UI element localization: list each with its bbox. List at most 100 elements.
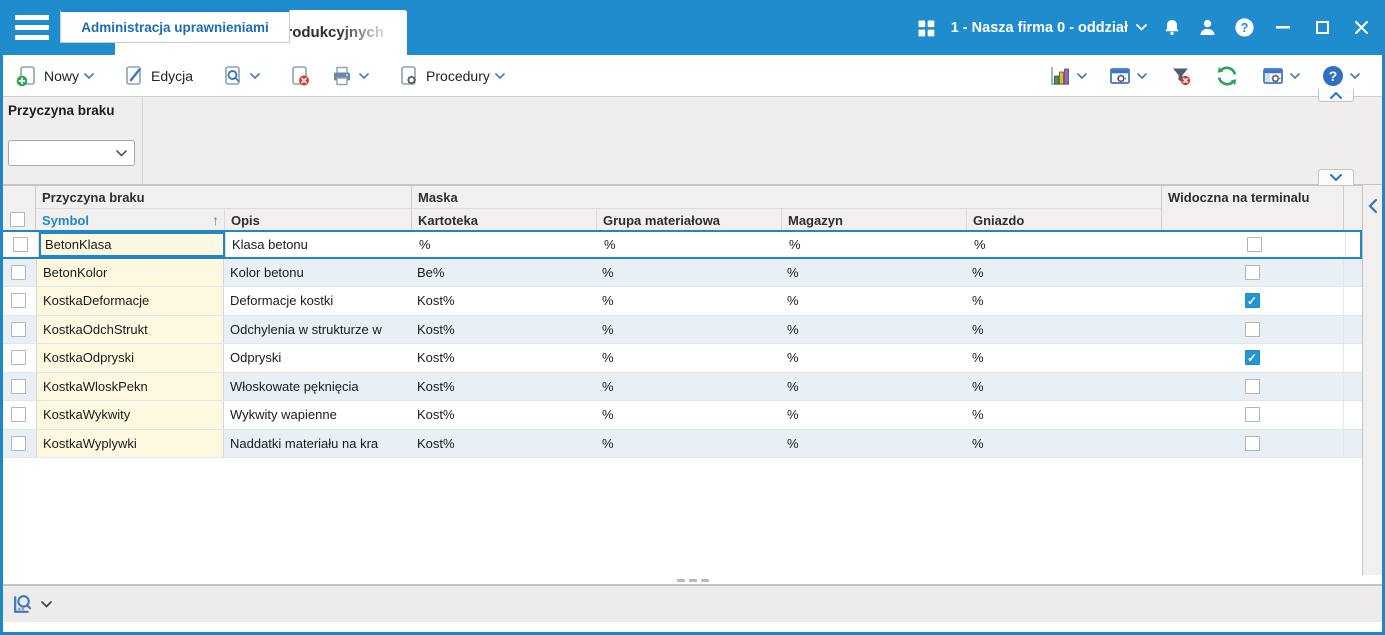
cell-gniazdo[interactable]: % — [972, 407, 984, 423]
cell-grupa-materialowa[interactable]: % — [602, 435, 614, 451]
column-header-grupa-materialowa[interactable]: Grupa materiałowa — [596, 209, 781, 231]
cell-opis[interactable]: Deformacje kostki — [230, 293, 334, 309]
row-select-checkbox[interactable] — [0, 373, 36, 401]
checkbox[interactable] — [1244, 407, 1260, 423]
checkbox[interactable] — [1244, 435, 1260, 451]
cell-gniazdo[interactable]: % — [972, 321, 984, 337]
cell-symbol[interactable]: KostkaWyplywki — [36, 429, 224, 457]
notifications-bell-icon[interactable] — [1162, 17, 1182, 38]
horizontal-splitter[interactable] — [0, 575, 1385, 586]
cell-symbol[interactable]: KostkaOdpryski — [36, 344, 224, 372]
expand-side-panel-button[interactable] — [1368, 198, 1378, 575]
bottom-panel-menu[interactable] — [10, 592, 52, 617]
row-select-checkbox[interactable] — [0, 344, 36, 372]
close-button[interactable] — [1349, 13, 1373, 43]
column-header-kartoteka[interactable]: Kartoteka — [411, 209, 596, 231]
cell-gniazdo[interactable]: % — [972, 435, 984, 451]
cell-gniazdo[interactable]: % — [972, 350, 984, 366]
cell-magazyn[interactable]: % — [787, 293, 799, 309]
cell-symbol[interactable]: BetonKolor — [36, 258, 224, 286]
checkbox[interactable] — [10, 407, 26, 423]
checkbox-checked[interactable] — [1244, 350, 1260, 366]
grid-settings-button[interactable] — [1101, 60, 1154, 92]
cell-symbol[interactable]: KostkaOdchStrukt — [36, 315, 224, 343]
column-header-symbol[interactable]: Symbol ↑ — [42, 212, 219, 228]
cell-kartoteka[interactable]: Kost% — [417, 407, 455, 423]
cell-kartoteka[interactable]: Kost% — [417, 350, 455, 366]
checkbox[interactable] — [10, 264, 26, 280]
cell-gniazdo[interactable]: % — [974, 236, 986, 252]
refresh-button[interactable] — [1207, 59, 1247, 93]
checkbox[interactable] — [10, 350, 26, 366]
cell-widoczna-na-terminalu[interactable] — [1161, 430, 1343, 458]
table-row[interactable]: KostkaWloskPekn Włoskowate pęknięcia Kost%… — [0, 372, 1362, 401]
cell-widoczna-na-terminalu[interactable] — [1161, 401, 1343, 429]
cell-kartoteka[interactable]: % — [419, 236, 431, 252]
collapse-filter-panel-button[interactable] — [1318, 169, 1354, 185]
column-header-widoczna[interactable]: Widoczna na terminalu — [1161, 186, 1343, 231]
checkbox[interactable] — [1244, 378, 1260, 394]
table-row[interactable]: KostkaOdchStrukt Odchylenia w strukturze … — [0, 315, 1362, 344]
table-row[interactable]: KostkaWyplywki Naddatki materiału na kra K… — [0, 429, 1362, 458]
checkbox[interactable] — [1244, 321, 1260, 337]
cell-widoczna-na-terminalu[interactable] — [1161, 373, 1343, 401]
cell-widoczna-na-terminalu[interactable] — [1161, 316, 1343, 344]
cell-widoczna-na-terminalu[interactable] — [1161, 259, 1343, 287]
new-button[interactable]: Nowy — [8, 60, 101, 92]
help-button[interactable]: ? — [1314, 60, 1367, 92]
help-icon[interactable]: ? — [1233, 16, 1256, 39]
row-select-checkbox[interactable] — [2, 232, 38, 257]
cell-symbol[interactable]: KostkaDeformacje — [36, 287, 224, 315]
checkbox[interactable] — [10, 321, 26, 337]
cell-kartoteka[interactable]: Kost% — [417, 378, 455, 394]
cell-opis[interactable]: Wykwity wapienne — [230, 407, 337, 423]
cell-opis[interactable]: Kolor betonu — [230, 264, 304, 280]
row-select-checkbox[interactable] — [0, 259, 36, 287]
checkbox-checked[interactable] — [1244, 293, 1260, 309]
minimize-button[interactable] — [1271, 13, 1295, 43]
cell-kartoteka[interactable]: Kost% — [417, 435, 455, 451]
cell-gniazdo[interactable]: % — [972, 293, 984, 309]
column-header-opis[interactable]: Opis — [224, 209, 411, 231]
row-select-checkbox[interactable] — [0, 430, 36, 458]
cell-opis[interactable]: Odchylenia w strukturze w — [230, 321, 382, 337]
cell-widoczna-na-terminalu[interactable] — [1161, 344, 1343, 372]
table-row[interactable]: BetonKlasa Klasa betonu%%%% — [0, 230, 1362, 259]
collapse-toolbar-button[interactable] — [1318, 89, 1354, 102]
cell-gniazdo[interactable]: % — [972, 264, 984, 280]
cell-opis[interactable]: Naddatki materiału na kra — [230, 435, 379, 451]
cell-magazyn[interactable]: % — [787, 435, 799, 451]
cell-kartoteka[interactable]: Kost% — [417, 293, 455, 309]
cell-kartoteka[interactable]: Be% — [417, 264, 445, 280]
cell-magazyn[interactable]: % — [787, 350, 799, 366]
table-row[interactable]: KostkaOdpryski Odpryski Kost%%%% — [0, 344, 1362, 373]
table-row[interactable]: BetonKolor Kolor betonu Be%%%% — [0, 258, 1362, 287]
tab-administracja-uprawnieniami[interactable]: Administracja uprawnieniami — [60, 9, 290, 43]
checkbox[interactable] — [1246, 236, 1262, 252]
cell-opis[interactable]: Włoskowate pęknięcia — [230, 378, 359, 394]
cell-opis[interactable]: Klasa betonu — [232, 236, 308, 252]
layout-settings-button[interactable] — [1254, 60, 1307, 92]
cell-gniazdo[interactable]: % — [972, 378, 984, 394]
filter-combobox[interactable] — [8, 140, 135, 166]
cell-symbol[interactable]: KostkaWykwity — [36, 401, 224, 429]
row-select-checkbox[interactable] — [0, 401, 36, 429]
cell-symbol[interactable]: BetonKlasa — [38, 232, 226, 257]
cell-magazyn[interactable]: % — [789, 236, 801, 252]
row-select-checkbox[interactable] — [0, 316, 36, 344]
column-header-magazyn[interactable]: Magazyn — [781, 209, 966, 231]
table-row[interactable]: KostkaDeformacje Deformacje kostki Kost%%%… — [0, 287, 1362, 316]
hamburger-menu-icon[interactable] — [15, 15, 49, 40]
select-all-checkbox[interactable] — [0, 186, 36, 231]
column-header-gniazdo[interactable]: Gniazdo — [966, 209, 1161, 231]
cell-grupa-materialowa[interactable]: % — [602, 321, 614, 337]
table-row[interactable]: KostkaWykwity Wykwity wapienne Kost%%%% — [0, 401, 1362, 430]
cell-kartoteka[interactable]: Kost% — [417, 321, 455, 337]
checkbox[interactable] — [10, 293, 26, 309]
cell-opis[interactable]: Odpryski — [230, 350, 282, 366]
cell-grupa-materialowa[interactable]: % — [602, 264, 614, 280]
cell-grupa-materialowa[interactable]: % — [602, 350, 614, 366]
cell-widoczna-na-terminalu[interactable] — [1161, 287, 1343, 315]
print-button[interactable] — [323, 60, 376, 92]
clear-filter-button[interactable] — [1161, 60, 1200, 92]
